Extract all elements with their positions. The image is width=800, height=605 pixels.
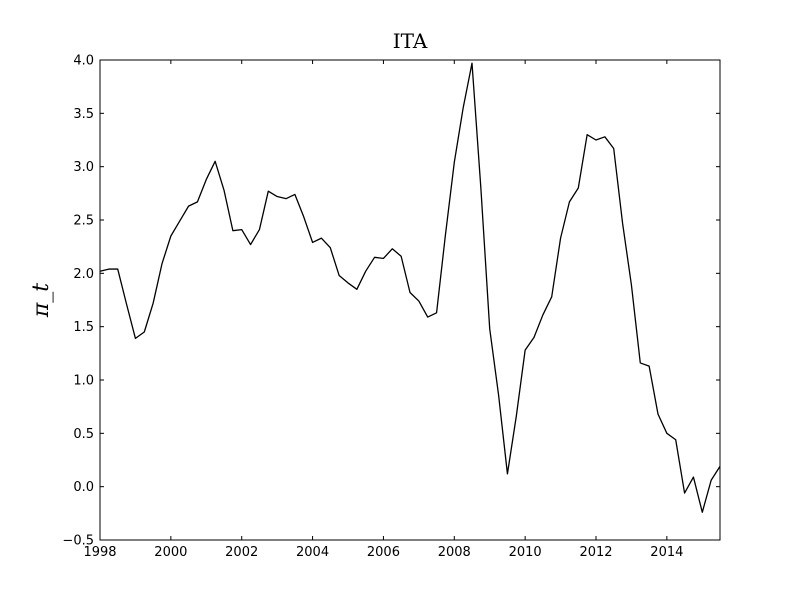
x-tick-label: 2012 <box>579 545 612 560</box>
plot-frame <box>99 59 721 541</box>
y-tick-label: 3.0 <box>73 160 94 175</box>
y-tick-label: 1.5 <box>73 320 94 335</box>
y-tick-label: 1.0 <box>73 374 94 389</box>
x-tick-label: 1998 <box>83 545 116 560</box>
y-tick-label: 0.0 <box>73 480 94 495</box>
x-tick-label: 2010 <box>509 545 542 560</box>
y-tick-label: 3.5 <box>73 107 94 122</box>
x-tick-label: 2006 <box>367 545 400 560</box>
chart-title: ITA <box>393 29 428 53</box>
y-tick-label: 2.5 <box>73 214 94 229</box>
y-tick-label: 2.0 <box>73 267 94 282</box>
plot-area: 1998 2000 2002 2004 2006 2008 2010 2012 2014 −0.5… <box>62 54 721 560</box>
series-line-0 <box>99 62 721 513</box>
x-tick-label: 2004 <box>296 545 329 560</box>
y-tick-label: 4.0 <box>73 54 94 69</box>
x-tick-label: 2014 <box>650 545 683 560</box>
x-tick-label: 2008 <box>438 545 471 560</box>
y-tick-label: −0.5 <box>62 534 94 549</box>
y-tick-label: 0.5 <box>73 427 94 442</box>
x-tick-label: 2000 <box>154 545 187 560</box>
y-axis-label: π_t <box>29 283 54 318</box>
x-tick-label: 2002 <box>225 545 258 560</box>
